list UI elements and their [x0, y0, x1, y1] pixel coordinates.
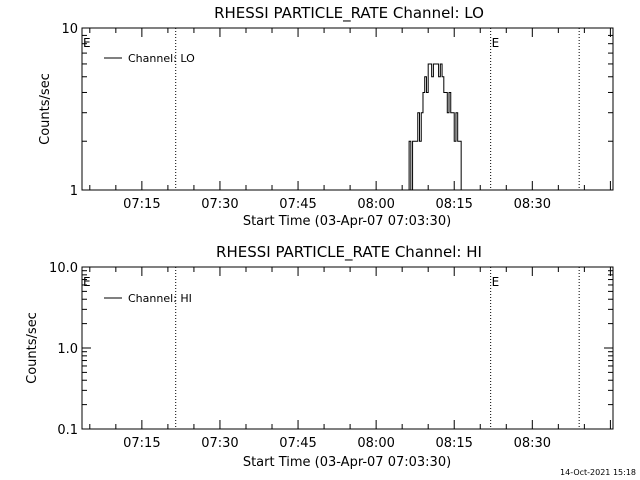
x-tick-label: 08:30 [514, 436, 551, 451]
dotted-lines [175, 28, 580, 190]
eclipse-marker: E [83, 36, 91, 50]
x-tick-label: 07:15 [123, 197, 160, 212]
legend-label: Channel: LO [128, 52, 195, 65]
y-tick-label: 1.0 [57, 342, 78, 357]
footer-timestamp: 14-Oct-2021 15:18 [560, 468, 636, 477]
x-tick-label: 08:30 [514, 197, 551, 212]
x-tick-label: 08:15 [435, 197, 472, 212]
y-tick-labels: 1 10 [61, 22, 78, 199]
chart-hi: RHESSI PARTICLE_RATE Channel: HI 07:15 07… [25, 243, 614, 470]
x-tick-label: 08:00 [357, 197, 394, 212]
x-tick-label: 08:15 [435, 436, 472, 451]
eclipse-marker: E [83, 275, 91, 289]
y-axis-label: Counts/sec [38, 73, 53, 145]
x-tick-label: 08:00 [357, 436, 394, 451]
chart-title: RHESSI PARTICLE_RATE Channel: HI [216, 243, 482, 262]
x-tick-labels: 07:15 07:30 07:45 08:00 08:15 08:30 [123, 436, 551, 451]
chart-title: RHESSI PARTICLE_RATE Channel: LO [214, 4, 484, 23]
legend: Channel: LO [104, 52, 195, 65]
y-tick-label: 10.0 [49, 261, 78, 276]
chart-lo: RHESSI PARTICLE_RATE Channel: LO 07:15 07… [38, 4, 614, 229]
series-line [82, 63, 463, 191]
x-tick-labels: 07:15 07:30 07:45 08:00 08:15 08:30 [123, 197, 551, 212]
legend: Channel: HI [104, 292, 192, 305]
series-group [82, 63, 463, 191]
y-tick-label: 10 [61, 22, 78, 37]
tick-marks [82, 267, 613, 430]
x-axis-label: Start Time (03-Apr-07 07:03:30) [243, 214, 451, 229]
y-axis-label: Counts/sec [25, 312, 40, 384]
eclipse-marker: E [492, 275, 500, 289]
x-tick-label: 07:30 [201, 436, 238, 451]
legend-label: Channel: HI [128, 292, 192, 305]
x-tick-label: 07:45 [279, 436, 316, 451]
x-tick-label: 07:45 [279, 197, 316, 212]
x-tick-label: 07:30 [201, 197, 238, 212]
y-tick-label: 1 [70, 184, 78, 199]
dotted-lines [175, 267, 580, 429]
x-axis-label: Start Time (03-Apr-07 07:03:30) [243, 455, 451, 470]
y-tick-label: 0.1 [57, 423, 78, 438]
y-tick-labels: 0.1 1.0 10.0 [49, 261, 78, 438]
eclipse-marker: E [492, 36, 500, 50]
x-tick-label: 07:15 [123, 436, 160, 451]
